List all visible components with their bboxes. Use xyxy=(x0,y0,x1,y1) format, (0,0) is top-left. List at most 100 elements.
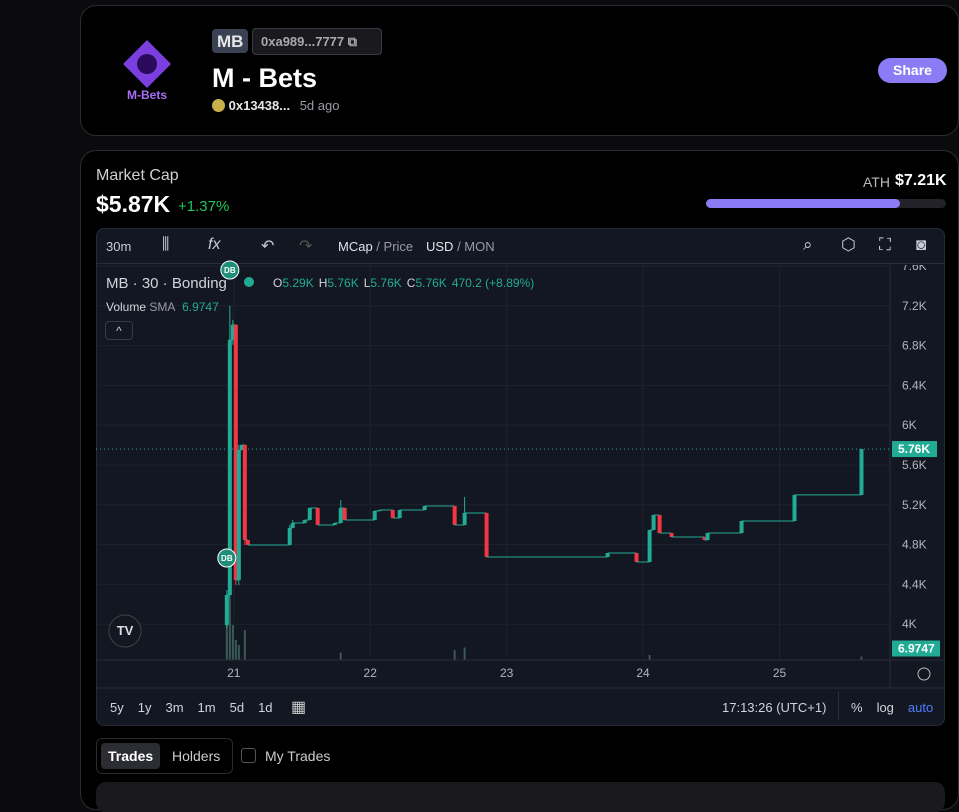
candle-body xyxy=(605,553,610,558)
status-dot xyxy=(244,277,254,287)
y-tick-label: 5.2K xyxy=(902,498,927,512)
ath-label: ATH xyxy=(863,174,890,190)
trades-panel xyxy=(96,782,945,812)
indicators-icon[interactable]: fx xyxy=(208,236,221,253)
address-copy[interactable]: 0xa989...7777 ⧉ xyxy=(252,28,382,55)
candle-body xyxy=(230,324,235,340)
ohlc-label: L xyxy=(363,276,371,290)
volume-tag xyxy=(892,640,940,657)
tab-holders[interactable]: Holders xyxy=(172,748,221,764)
mon: MON xyxy=(464,239,495,254)
collapse-button[interactable]: ^ xyxy=(105,321,133,340)
tab-trades[interactable]: Trades xyxy=(101,743,161,769)
token-title: M - Bets xyxy=(212,63,318,93)
candle-body xyxy=(422,505,427,510)
candle-body xyxy=(397,509,402,519)
legend-title: MB · 30 · Bonding xyxy=(106,275,227,292)
x-tick-label: 23 xyxy=(500,666,514,680)
currency-toggle[interactable]: USD / MON xyxy=(426,239,495,254)
settings-icon[interactable]: ⬡ xyxy=(841,235,856,254)
symbol-badge: MB xyxy=(212,29,249,53)
volume-bar xyxy=(648,655,651,660)
y-tick-label: 4.4K xyxy=(902,577,927,591)
age: 5d ago xyxy=(299,98,340,113)
volume-bar xyxy=(234,640,237,660)
range-button[interactable]: 3m xyxy=(165,700,184,715)
candle-body xyxy=(390,509,395,519)
event-marker-label: DB xyxy=(224,266,236,275)
undo-icon[interactable]: ↶ xyxy=(261,238,275,255)
interval[interactable]: 30m xyxy=(106,239,132,254)
sma-label: SMA xyxy=(149,300,175,314)
my-trades-label: My Trades xyxy=(265,748,331,764)
axis-settings-icon[interactable] xyxy=(917,667,931,681)
ohlc-label: O xyxy=(273,276,283,290)
volume-bar xyxy=(453,650,456,660)
scale-option[interactable]: % xyxy=(851,700,863,715)
sep: / xyxy=(453,239,465,254)
ohlc-label: H xyxy=(318,276,328,290)
candle-body xyxy=(792,494,797,522)
sep: / xyxy=(372,239,384,254)
range-buttons: 5y 1y 3m 1m 5d 1d xyxy=(110,700,287,715)
scale-option[interactable]: log xyxy=(876,700,894,715)
volume-bar xyxy=(463,647,466,660)
range-button[interactable]: 1y xyxy=(137,700,152,715)
volume-bar xyxy=(225,620,228,660)
candle-body xyxy=(342,507,347,521)
tab-bar: Trades Holders xyxy=(96,738,233,774)
y-tick-label: 6K xyxy=(902,418,917,432)
candle-body xyxy=(705,533,710,541)
range-button[interactable]: 1d xyxy=(258,700,273,715)
volume-bar xyxy=(243,630,246,660)
market-cap-value: $5.87K xyxy=(96,191,171,217)
chart: 7.6K 7.2K 6.8K 6.4K 6K 5.6K 5.2K 4.8K 4.4K 4K 21 22… xyxy=(96,259,945,689)
event-marker xyxy=(217,548,237,568)
candle-body xyxy=(224,595,229,626)
last-price-label: 5.76K xyxy=(898,442,930,456)
volume-label: Volume xyxy=(106,300,147,314)
share-button[interactable]: Share xyxy=(878,58,947,83)
my-trades-checkbox[interactable] xyxy=(241,748,256,763)
y-tick-label: 4K xyxy=(902,617,917,631)
candle-body xyxy=(338,507,343,523)
candle-body xyxy=(307,507,312,521)
search-icon[interactable]: ⌕ xyxy=(803,235,813,254)
candle-body xyxy=(702,537,707,541)
candle-body xyxy=(669,533,674,538)
x-tick-label: 24 xyxy=(636,666,650,680)
x-tick-label: 21 xyxy=(227,666,241,680)
mcap: MCap xyxy=(338,239,373,254)
ohlc-legend: O5.29K H5.76K L5.76K C5.76K 470.2 (+8.89%) xyxy=(273,276,534,290)
candle-body xyxy=(462,512,467,525)
y-tick-label: 4.8K xyxy=(902,538,927,552)
creator[interactable]: 0x13438... xyxy=(228,98,291,113)
y-tick-label: 7.6K xyxy=(902,259,927,273)
range-button[interactable]: 5d xyxy=(229,700,245,715)
scale-option[interactable]: auto xyxy=(907,700,934,715)
creator-row: 0x13438... 5d ago xyxy=(212,98,339,113)
ohlc-value: 5.29K xyxy=(282,276,314,290)
redo-icon[interactable]: ↷ xyxy=(299,238,313,255)
candle-body xyxy=(233,324,238,581)
last-price-tag xyxy=(892,441,937,458)
ohlc-label: C xyxy=(406,276,416,290)
range-button[interactable]: 5y xyxy=(110,700,124,715)
ohlc-change: 470.2 (+8.89%) xyxy=(451,276,535,290)
candle-type-icon[interactable]: ⫼ xyxy=(162,236,170,253)
market-cap-label: Market Cap xyxy=(96,167,179,184)
ath-progress xyxy=(706,199,901,208)
candle-body xyxy=(647,529,652,562)
y-tick-label: 6.4K xyxy=(902,378,927,392)
candle-body xyxy=(236,449,241,581)
candle-body xyxy=(302,520,307,523)
range-button[interactable]: 1m xyxy=(197,700,216,715)
tv-logo xyxy=(108,614,142,648)
snapshot-icon[interactable]: ◙ xyxy=(916,235,927,254)
fullscreen-icon[interactable]: ⛶ xyxy=(879,235,891,254)
mcap-price-toggle[interactable]: MCap / Price xyxy=(338,239,413,254)
candle-body xyxy=(739,521,744,534)
date-range-icon[interactable]: ▦ xyxy=(291,699,307,716)
